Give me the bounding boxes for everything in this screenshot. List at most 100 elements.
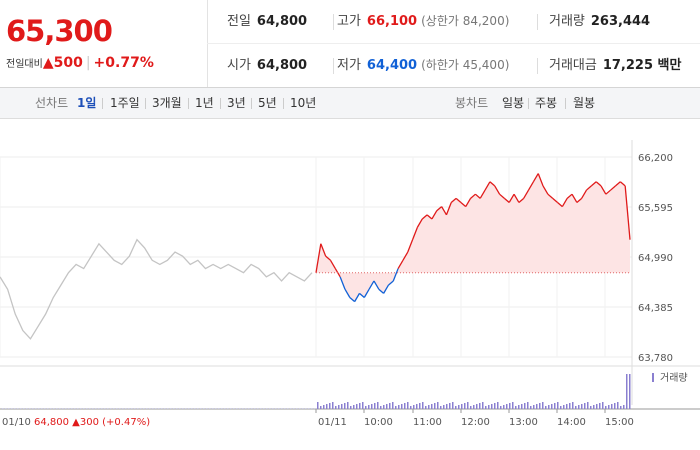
volume-bar: [329, 403, 331, 409]
today-line-segment: [392, 268, 399, 282]
volume-bar: [23, 408, 25, 409]
prev-day-date: 01/10: [2, 417, 31, 428]
x-tick-label: 12:00: [461, 417, 490, 428]
today-line-segment: [359, 292, 365, 298]
volume-bar: [224, 408, 226, 409]
volume-bar: [620, 406, 622, 409]
volume-bar: [503, 405, 505, 409]
volume-bar: [362, 402, 364, 409]
current-price: 65,300: [6, 14, 113, 48]
prev-close: 전일 64,800: [227, 0, 307, 43]
divider: [537, 58, 538, 74]
volume-bar: [140, 408, 142, 409]
volume-bar: [137, 408, 139, 409]
volume-bar: [494, 403, 496, 409]
candle-weekly[interactable]: 주봉: [535, 96, 558, 110]
volume-bar: [482, 402, 484, 409]
today-line-segment: [383, 284, 390, 294]
today-line-segment: [412, 227, 419, 240]
volume-bar: [185, 408, 187, 409]
x-tick-label: 01/11: [318, 417, 347, 428]
period-1d[interactable]: 1일: [77, 96, 97, 110]
volume-bar: [626, 374, 628, 409]
volume-bar: [530, 406, 532, 409]
upper-limit: (상한가 84,200): [421, 14, 510, 28]
volume-bar: [479, 403, 481, 409]
volume-bar: [440, 406, 442, 409]
today-line-segment: [431, 210, 438, 220]
volume-bar: [320, 406, 322, 409]
change-separator: |: [85, 55, 91, 71]
volume-bar: [377, 402, 379, 409]
volume-bar: [554, 403, 556, 409]
volume-bar: [71, 408, 73, 409]
today-line-segment: [450, 197, 457, 203]
volume-bar: [413, 405, 415, 409]
line-chart-label: 선차트: [35, 96, 69, 110]
volume-bar: [518, 405, 520, 409]
volume-bar: [605, 406, 607, 409]
stats-row-2: 시가 64,800 저가 64,400 (하한가 45,400) 거래대금 17,225…: [207, 44, 700, 87]
volume-bar: [386, 404, 388, 409]
volume-bar: [227, 408, 229, 409]
period-3m[interactable]: 3개월: [152, 96, 182, 110]
volume-bar: [308, 408, 310, 409]
volume-bar: [476, 404, 478, 409]
up-arrow-icon: ▲: [69, 417, 80, 428]
volume-bar: [389, 403, 391, 409]
divider: [565, 98, 566, 109]
volume-bar: [80, 408, 82, 409]
today-line-segment: [595, 181, 602, 187]
today-line-segment: [600, 185, 607, 195]
today-line-segment: [436, 206, 443, 212]
volume-bar: [200, 408, 202, 409]
volume-bar: [410, 406, 412, 409]
chart-toolbar: 선차트 1일 1주일 3개월 1년 3년 5년 10년 봉차트 일봉 주봉 월봉: [0, 88, 700, 119]
volume-bar: [251, 408, 253, 409]
volume-bar: [401, 404, 403, 409]
volume-bar: [62, 408, 64, 409]
volume-bar: [434, 403, 436, 409]
candle-daily[interactable]: 일봉: [502, 96, 525, 110]
period-10y[interactable]: 10년: [290, 96, 317, 110]
volume-bar: [128, 408, 130, 409]
today-line-segment: [344, 288, 351, 298]
candle-monthly[interactable]: 월봉: [573, 96, 596, 110]
volume-bar: [602, 402, 604, 409]
volume-bar: [56, 408, 58, 409]
divider: [528, 98, 529, 109]
volume-bar: [431, 404, 433, 409]
y-tick-label: 64,990: [638, 253, 673, 264]
volume-bar: [461, 404, 463, 409]
volume-bar: [416, 404, 418, 409]
today-line-segment: [494, 185, 501, 195]
volume-bar: [212, 408, 214, 409]
period-3y[interactable]: 3년: [227, 96, 246, 110]
volume-bar: [77, 408, 79, 409]
volume-bar: [539, 403, 541, 409]
volume-bar: [194, 408, 196, 409]
period-1w[interactable]: 1주일: [110, 96, 140, 110]
today-line-segment: [537, 173, 544, 187]
today-line-segment: [590, 181, 597, 187]
volume-bar: [8, 408, 10, 409]
low-price: 저가 64,400 (하한가 45,400): [337, 44, 509, 87]
volume-bar: [509, 403, 511, 409]
today-line-segment: [484, 181, 491, 191]
volume-bar: [356, 404, 358, 409]
volume-bar: [593, 405, 595, 409]
trade-amount: 거래대금 17,225 백만: [549, 44, 681, 87]
change-label: 전일대비: [6, 59, 43, 70]
change-row: 전일대비▲500 | +0.77%: [6, 55, 154, 71]
volume-bar: [29, 408, 31, 409]
volume-bar: [323, 405, 325, 409]
volume-bar: [215, 408, 217, 409]
period-5y[interactable]: 5년: [258, 96, 277, 110]
volume-bar: [245, 408, 247, 409]
volume-bar: [488, 405, 490, 409]
volume-bar: [425, 406, 427, 409]
volume-bar: [236, 408, 238, 409]
volume-bar: [176, 408, 178, 409]
period-1y[interactable]: 1년: [195, 96, 214, 110]
stats-row-1: 전일 64,800 고가 66,100 (상한가 84,200) 거래량 263,444: [207, 0, 700, 44]
